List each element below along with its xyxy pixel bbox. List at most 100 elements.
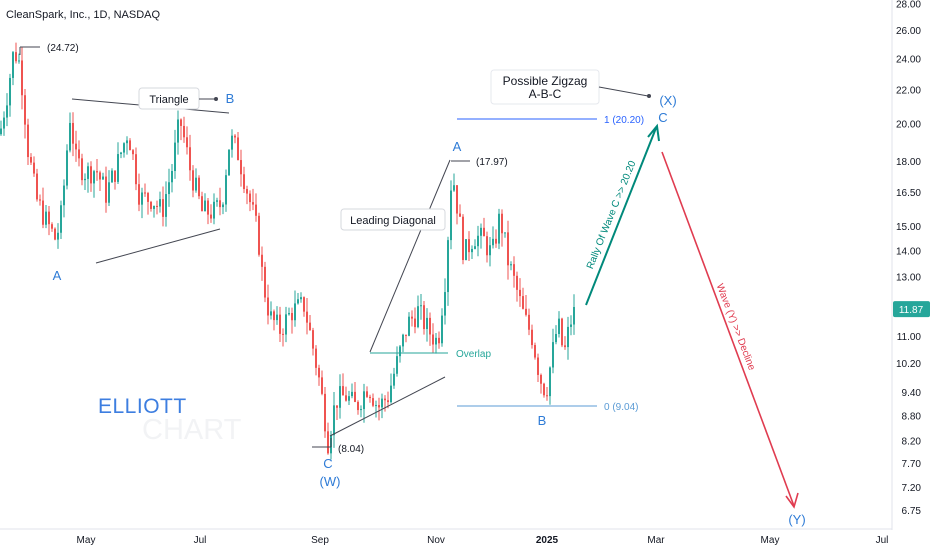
price-tick-label: 26.00	[896, 26, 921, 37]
candle-body	[12, 52, 14, 78]
candle-body	[192, 170, 194, 191]
wave-a-first: A	[53, 268, 62, 283]
wave-a-diagonal: A	[453, 139, 462, 154]
candle-body	[255, 204, 257, 216]
wave-b-low: B	[538, 413, 547, 428]
candle-body	[276, 314, 278, 321]
candle-body	[114, 170, 116, 182]
candle-body	[504, 232, 506, 234]
candle-body	[132, 150, 134, 155]
candle-body	[480, 227, 482, 236]
wave-b-triangle: B	[226, 91, 235, 106]
triangle-lower-line	[95, 228, 221, 264]
candle-body	[129, 140, 131, 151]
candle-body	[66, 150, 68, 186]
candle-body	[459, 213, 461, 217]
candle-body	[555, 333, 557, 343]
price-tick-label: 7.70	[902, 459, 922, 470]
watermark-chart: CHART	[142, 414, 242, 446]
candle-body	[342, 386, 344, 396]
candle-body	[564, 345, 566, 348]
candle-body	[42, 200, 44, 225]
candle-body	[237, 137, 239, 161]
candle-body	[474, 246, 476, 249]
candle-body	[111, 170, 113, 183]
candle-body	[363, 391, 365, 410]
candle-body	[78, 149, 80, 159]
candle-body	[408, 316, 410, 336]
wave-annotations: 1 (20.20) 0 (9.04) (24.72) Triangle B A Leadin…	[19, 43, 806, 527]
candle-body	[378, 405, 380, 408]
candle-body	[417, 306, 419, 328]
candle-body	[87, 166, 89, 179]
candle-body	[306, 311, 308, 323]
candle-body	[33, 162, 35, 174]
decline-arrow-head	[785, 492, 799, 509]
candle-body	[531, 329, 533, 346]
candle-body	[315, 348, 317, 368]
candle-body	[366, 391, 368, 397]
candle-body	[450, 190, 452, 241]
candle-body	[6, 105, 8, 118]
candle-body	[63, 185, 65, 206]
price-axis[interactable]: 28.00 26.00 24.00 22.00 20.00 18.00 16.50 15.00…	[893, 0, 930, 517]
candle-body	[279, 314, 281, 334]
candle-body	[54, 228, 56, 240]
candle-body	[498, 213, 500, 244]
candle-body	[423, 305, 425, 330]
candle-body	[96, 171, 98, 173]
candle-body	[420, 305, 422, 307]
wave-c-low: C	[323, 456, 332, 471]
candle-body	[171, 170, 173, 183]
time-tick-label: 2025	[536, 535, 559, 546]
candle-body	[105, 176, 107, 203]
candle-body	[90, 166, 92, 184]
last-price-label: 11.87	[899, 305, 924, 316]
candle-body	[516, 275, 518, 290]
candle-body	[321, 377, 323, 394]
candle-body	[546, 395, 548, 397]
candle-body	[183, 125, 185, 138]
candle-body	[465, 239, 467, 261]
time-axis[interactable]: May Jul Sep Nov 2025 Mar May Jul	[77, 535, 889, 546]
price-tick-label: 15.00	[896, 222, 921, 233]
candle-body	[513, 264, 515, 276]
diagonal-high-label: (17.97)	[476, 157, 508, 168]
candle-body	[222, 204, 224, 208]
candle-body	[249, 193, 251, 203]
candle-body	[168, 182, 170, 195]
candle-body	[273, 311, 275, 321]
candle-body	[267, 297, 269, 316]
candle-body	[270, 311, 272, 316]
time-tick-label: May	[77, 535, 96, 546]
candle-body	[159, 199, 161, 207]
candle-body	[84, 178, 86, 181]
candle-body	[345, 395, 347, 401]
candle-body	[24, 95, 26, 125]
candle-body	[93, 171, 95, 184]
candle-body	[456, 185, 458, 214]
candle-body	[510, 264, 512, 266]
candle-body	[186, 137, 188, 148]
price-tick-label: 9.40	[902, 388, 922, 399]
candle-body	[156, 205, 158, 207]
candle-body	[348, 396, 350, 401]
candle-body	[180, 119, 182, 126]
candle-body	[468, 239, 470, 253]
candle-body	[369, 396, 371, 399]
candle-body	[258, 215, 260, 255]
price-tick-label: 18.00	[896, 157, 921, 168]
candle-body	[303, 297, 305, 312]
price-tick-label: 16.50	[896, 188, 921, 199]
last-price-badge	[893, 301, 930, 318]
diagonal-label-box	[340, 208, 446, 231]
candle-body	[297, 299, 299, 304]
candle-body	[432, 334, 434, 345]
candle-body	[141, 192, 143, 205]
candle-body	[240, 160, 242, 175]
candle-body	[102, 176, 104, 180]
candle-body	[117, 154, 119, 182]
candle-body	[120, 152, 122, 155]
candle-body	[543, 383, 545, 396]
